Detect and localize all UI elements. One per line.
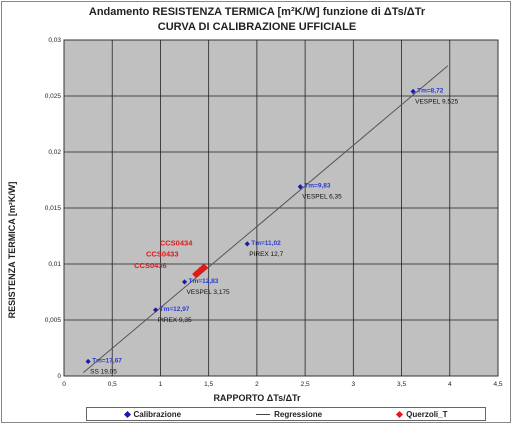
legend-item-calibrazione: Calibrazione — [123, 409, 182, 419]
x-tick-label: 4,5 — [493, 381, 502, 388]
x-tick-label: 1,5 — [204, 381, 213, 388]
calibration-tm-label: Tm=12,83 — [189, 278, 219, 285]
y-tick-label: 0,025 — [45, 93, 62, 100]
calibration-tm-label: Tm=8,72 — [417, 88, 444, 95]
calibration-sample-label: PIREX 9,35 — [158, 317, 192, 324]
calibration-sample-label: SS 19,05 — [90, 368, 117, 375]
calibration-point — [85, 358, 91, 365]
x-tick-label: 0 — [62, 381, 66, 388]
calibration-point — [297, 184, 303, 190]
querzoli-label: CCS0433 — [146, 250, 179, 259]
chart-subtitle: CURVA DI CALIBRAZIONE UFFICIALE — [157, 21, 357, 33]
x-tick-label: 3,5 — [397, 381, 406, 388]
querzoli-label: CCS0436 — [134, 261, 167, 270]
y-tick-label: 0,015 — [45, 205, 62, 212]
chart-title: Andamento RESISTENZA TERMICA [m²K/W] fun… — [88, 6, 426, 18]
calibration-sample-label: VESPEL 9,525 — [415, 99, 459, 106]
regression-line — [82, 65, 449, 374]
chart-legend: Calibrazione Regressione Querzoli_T — [86, 407, 486, 421]
y-tick-label: 0,02 — [48, 149, 61, 156]
x-tick-label: 2,5 — [301, 381, 310, 388]
querzoli-point — [199, 263, 208, 272]
legend-marker-regressione — [256, 413, 271, 415]
x-axis-label: RAPPORTO ΔTs/ΔTr — [213, 393, 301, 403]
calibration-sample-label: PIREX 12,7 — [249, 251, 283, 258]
legend-item-querzoli: Querzoli_T — [396, 409, 448, 419]
y-tick-label: 0,005 — [45, 317, 62, 324]
legend-marker-querzoli — [396, 410, 404, 418]
calibration-tm-label: Tm=17,67 — [92, 357, 122, 364]
legend-label-regressione: Regressione — [274, 409, 323, 419]
calibration-point — [244, 241, 250, 247]
y-tick-label: 0,01 — [48, 261, 61, 268]
legend-item-regressione: Regressione — [256, 410, 322, 419]
y-axis-label: RESISTENZA TERMICA [m²K/W] — [7, 181, 17, 319]
calibration-sample-label: VESPEL 3,175 — [187, 289, 231, 296]
legend-marker-calibrazione — [123, 410, 131, 418]
x-tick-label: 0,5 — [108, 381, 117, 388]
calibration-sample-label: VESPEL 6,35 — [302, 194, 342, 201]
querzoli-label: CCS0434 — [160, 238, 193, 247]
legend-label-calibrazione: Calibrazione — [133, 409, 182, 419]
x-tick-label: 3 — [352, 381, 356, 388]
x-tick-label: 1 — [159, 381, 163, 388]
calibration-point — [181, 279, 188, 285]
calibration-tm-label: Tm=9,83 — [304, 183, 331, 190]
y-tick-label: 0,03 — [48, 37, 61, 44]
legend-label-querzoli: Querzoli_T — [406, 409, 448, 419]
calibration-point — [410, 88, 416, 95]
y-tick-label: 0 — [57, 373, 61, 380]
calibration-tm-label: Tm=11,02 — [251, 240, 281, 247]
y-axis-label-container: RESISTENZA TERMICA [m²K/W] — [4, 40, 20, 380]
x-tick-label: 4 — [448, 381, 452, 388]
calibration-point — [153, 307, 159, 313]
calibration-tm-label: Tm=12,97 — [160, 306, 190, 313]
x-tick-label: 2 — [255, 381, 259, 388]
